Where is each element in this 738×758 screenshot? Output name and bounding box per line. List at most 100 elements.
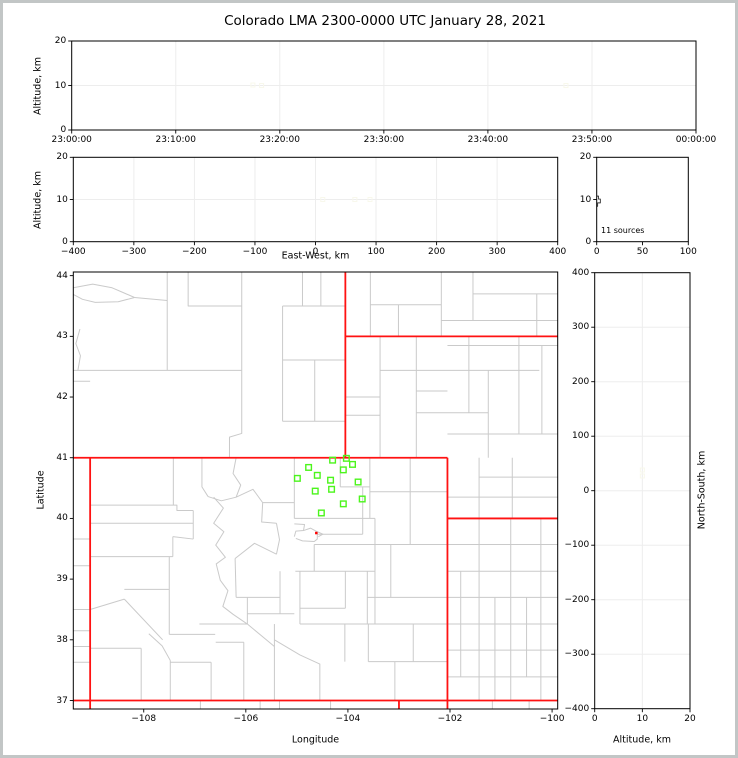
lma-source-marker: [354, 478, 362, 486]
lma-source-marker: [313, 471, 321, 479]
x-tick-label: 23:40:00: [467, 135, 509, 145]
county-boundary: [228, 272, 243, 458]
y-tick-label: −300: [564, 649, 590, 660]
y-tick-label: 400: [572, 267, 590, 278]
county-boundary: [75, 328, 81, 371]
map-xlabel: Longitude: [291, 734, 340, 746]
x-tick-label: −100: [539, 714, 565, 724]
x-tick-label: −104: [335, 714, 361, 724]
faint-source-marker: [250, 82, 256, 88]
county-boundary: [89, 598, 125, 610]
x-tick-label: 0: [593, 246, 600, 257]
lma-source-marker: [311, 487, 319, 495]
county-boundary: [73, 294, 135, 303]
x-tick-label: −400: [60, 246, 86, 257]
y-tick-label: 40: [56, 513, 68, 524]
x-tick-label: 400: [549, 246, 567, 257]
lma-source-marker: [339, 500, 347, 508]
y-tick-label: 100: [572, 431, 590, 442]
county-boundary: [234, 542, 277, 559]
county-boundary: [123, 598, 163, 641]
x-tick-label: 0: [591, 713, 598, 724]
x-tick-label: −108: [131, 714, 157, 724]
faint-source-marker: [259, 83, 265, 88]
county-boundary: [234, 558, 237, 598]
county-boundary: [295, 527, 318, 542]
y-tick-label: 200: [572, 376, 590, 387]
county-boundary: [275, 523, 281, 555]
x-tick-label: 0: [312, 246, 319, 257]
ew-height-xlabel: East-West, km: [281, 250, 350, 262]
y-tick-label: 10: [56, 194, 68, 205]
network-center-dot: [315, 531, 318, 535]
x-tick-label: 100: [679, 246, 697, 257]
ns-height-ylabel: North-South, km: [696, 450, 708, 530]
x-tick-label: 20: [684, 713, 696, 724]
y-tick-label: 37: [56, 695, 68, 706]
x-tick-label: 23:10:00: [155, 135, 196, 145]
x-tick-label: −106: [233, 714, 259, 724]
county-boundary: [232, 457, 242, 498]
county-boundary: [274, 639, 321, 701]
y-tick-label: 300: [572, 322, 590, 333]
x-tick-label: 23:00:00: [51, 135, 92, 145]
y-tick-label: 41: [56, 452, 68, 463]
x-tick-label: 100: [367, 246, 385, 257]
faint-source-marker: [352, 197, 358, 202]
x-tick-label: 10: [636, 713, 649, 724]
faint-source-marker: [639, 467, 645, 473]
county-boundary: [317, 531, 324, 538]
lma-source-marker: [328, 485, 336, 493]
lma-source-marker: [358, 495, 366, 503]
lma-source-marker: [342, 454, 350, 462]
lma-source-marker: [327, 476, 335, 484]
faint-source-marker: [367, 197, 373, 202]
county-boundary: [73, 283, 135, 298]
county-boundary: [261, 502, 277, 524]
y-tick-label: 0: [60, 125, 67, 135]
x-tick-label: 00:00:00: [675, 135, 717, 145]
figure-title: Colorado LMA 2300-0000 UTC January 28, 2…: [224, 13, 546, 29]
y-tick-label: 43: [56, 331, 68, 342]
ns-height-xlabel: Altitude, km: [613, 734, 671, 746]
y-tick-label: 10: [54, 80, 67, 91]
time-height-ylabel: Altitude, km: [32, 56, 44, 115]
county-boundary: [148, 633, 171, 661]
y-tick-label: 0: [585, 236, 592, 247]
y-tick-label: 20: [54, 36, 67, 46]
map-ylabel: Latitude: [35, 470, 47, 510]
x-tick-label: 50: [636, 246, 649, 257]
county-boundary: [235, 488, 264, 503]
county-boundary: [90, 504, 194, 512]
y-tick-label: −100: [564, 540, 590, 551]
y-tick-label: −400: [564, 703, 590, 714]
lma-source-marker: [293, 474, 301, 482]
lma-source-marker: [339, 466, 347, 474]
lma-source-marker: [317, 509, 325, 517]
x-tick-label: 200: [428, 246, 446, 257]
y-tick-label: 20: [579, 152, 592, 163]
y-tick-label: 42: [56, 392, 68, 403]
x-tick-label: 23:30:00: [363, 135, 405, 145]
county-boundary: [134, 296, 168, 302]
faint-source-marker: [639, 473, 645, 479]
y-tick-label: 20: [56, 152, 68, 163]
x-tick-label: 23:20:00: [259, 135, 301, 145]
lma-source-marker: [349, 460, 357, 468]
y-tick-label: 39: [56, 574, 68, 585]
x-tick-label: 23:50:00: [571, 135, 613, 145]
county-boundary: [172, 536, 194, 540]
x-tick-label: −102: [437, 714, 463, 724]
source-count-annotation: 11 sources: [601, 226, 645, 235]
map-frame: [72, 271, 559, 710]
y-tick-label: −200: [564, 594, 590, 605]
county-boundary: [187, 272, 242, 307]
x-tick-label: −100: [242, 246, 268, 257]
county-boundary: [293, 523, 306, 537]
county-boundary: [213, 496, 248, 625]
faint-source-marker: [563, 83, 569, 88]
y-tick-label: 0: [62, 236, 68, 247]
ew-height-ylabel: Altitude, km: [32, 170, 44, 229]
